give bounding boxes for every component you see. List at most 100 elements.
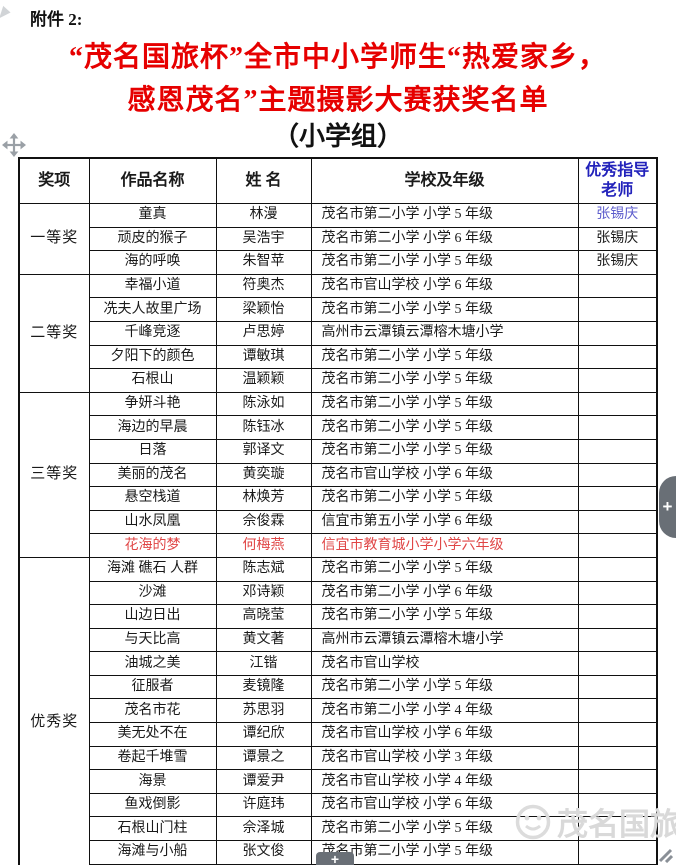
table-header-row: 奖项 作品名称 姓 名 学校及年级 优秀指导老师 [18, 157, 658, 204]
table-row: 油城之美 江锴 茂名市官山学校 [19, 651, 658, 676]
teacher-cell [577, 651, 658, 676]
name-cell: 苏思羽 [215, 698, 312, 724]
award-group-label: 优秀奖 [18, 556, 90, 865]
table-row: 卷起千堆雪 谭景之 茂名市官山学校 小学 3 年级 [19, 745, 658, 771]
table-row: 沙滩 邓诗颖 茂名市第二小学 小学 6 年级 [19, 580, 658, 606]
name-cell: 朱智苹 [215, 250, 312, 275]
plus-icon: + [330, 851, 340, 865]
work-cell: 顽皮的猴子 [88, 226, 217, 252]
bottom-edge-add-tab[interactable]: + [316, 852, 354, 865]
work-cell: 海景 [88, 769, 217, 794]
name-cell: 谭爱尹 [215, 769, 312, 794]
teacher-cell [577, 840, 658, 865]
table-row: 冼夫人故里广场 梁颖怡 茂名市第二小学 小学 5 年级 [19, 297, 658, 322]
work-cell: 幸福小道 [88, 273, 217, 299]
right-edge-add-tab[interactable]: + [659, 476, 676, 538]
teacher-cell [577, 509, 658, 535]
name-cell: 陈钰冰 [215, 415, 312, 440]
school-cell: 茂名市第二小学 小学 5 年级 [310, 368, 579, 393]
school-cell: 信宜市第五小学 小学 6 年级 [310, 509, 579, 535]
work-cell: 童真 [88, 203, 217, 228]
table-row: 山边日出 高晓莹 茂名市第二小学 小学 5 年级 [19, 604, 658, 629]
school-cell: 茂名市第二小学 小学 5 年级 [310, 438, 579, 464]
teacher-cell [577, 816, 658, 842]
name-cell: 林漫 [215, 203, 312, 228]
teacher-cell [577, 533, 658, 558]
work-cell: 海滩 礁石 人群 [88, 556, 217, 582]
teacher-cell [577, 556, 658, 582]
work-cell: 海边的早晨 [88, 415, 217, 440]
school-cell: 茂名市第二小学 小学 4 年级 [310, 698, 579, 724]
resize-handle-icon[interactable] [657, 847, 673, 863]
teacher-cell: 张锡庆 [577, 226, 658, 252]
plus-icon: + [662, 497, 673, 516]
teacher-cell [577, 627, 658, 653]
school-cell: 茂名市第二小学 小学 5 年级 [310, 556, 579, 582]
work-cell: 争妍斗艳 [88, 391, 217, 417]
name-cell: 陈志斌 [215, 556, 312, 582]
school-cell: 茂名市第二小学 小学 5 年级 [310, 604, 579, 629]
teacher-cell [577, 391, 658, 417]
name-cell: 江锴 [215, 651, 312, 676]
name-cell: 吴浩宇 [215, 226, 312, 252]
table-row: 一等奖 童真 林漫 茂名市第二小学 小学 5 年级 张锡庆 [18, 203, 658, 275]
school-cell: 茂名市第二小学 小学 6 年级 [310, 580, 579, 606]
work-cell: 冼夫人故里广场 [88, 297, 217, 322]
name-cell: 符奥杰 [215, 273, 312, 299]
table-row: 美无处不在 谭纪欣 茂名市官山学校 小学 6 年级 [19, 722, 658, 747]
name-cell: 梁颖怡 [215, 297, 312, 322]
teacher-cell [577, 368, 658, 393]
header-school: 学校及年级 [310, 157, 579, 204]
table-row: 悬空栈道 林焕芳 茂名市第二小学 小学 5 年级 [19, 486, 658, 511]
teacher-cell [577, 297, 658, 322]
teacher-cell [577, 486, 658, 511]
name-cell: 谭景之 [215, 745, 312, 771]
school-cell: 茂名市第二小学 小学 6 年级 [310, 226, 579, 252]
work-cell: 花海的梦 [88, 533, 217, 558]
work-cell: 石根山 [88, 368, 217, 393]
header-work: 作品名称 [88, 157, 217, 204]
work-cell: 与天比高 [88, 627, 217, 653]
work-cell: 山边日出 [88, 604, 217, 629]
school-cell: 茂名市第二小学 小学 5 年级 [310, 415, 579, 440]
teacher-cell: 张锡庆 [577, 203, 658, 228]
work-cell: 海滩与小船 [88, 840, 217, 865]
school-cell: 高州市云潭镇云潭榕木塘小学 [310, 627, 579, 653]
work-cell: 鱼戏倒影 [88, 792, 217, 818]
school-cell: 茂名市第二小学 小学 5 年级 [310, 816, 579, 842]
school-cell: 信宜市教育城小学小学六年级 [310, 533, 579, 558]
header-award: 奖项 [18, 157, 90, 204]
work-cell: 征服者 [88, 674, 217, 700]
work-cell: 卷起千堆雪 [88, 745, 217, 771]
teacher-cell [577, 462, 658, 488]
header-teacher: 优秀指导老师 [577, 157, 658, 204]
name-cell: 佘泽城 [215, 816, 312, 842]
teacher-cell [577, 320, 658, 346]
school-cell: 茂名市第二小学 小学 5 年级 [310, 297, 579, 322]
attachment-label: 附件 2: [30, 10, 83, 29]
school-cell: 茂名市第二小学 小学 5 年级 [310, 344, 579, 370]
table-row: 山水凤凰 佘俊霖 信宜市第五小学 小学 6 年级 [19, 509, 658, 535]
table-row: 海景 谭爱尹 茂名市官山学校 小学 4 年级 [19, 769, 658, 794]
work-cell: 美无处不在 [88, 722, 217, 747]
award-group-label: 二等奖 [18, 273, 90, 393]
school-cell: 茂名市第二小学 小学 5 年级 [310, 674, 579, 700]
table-row: 海的呼唤 朱智苹 茂名市第二小学 小学 5 年级 张锡庆 [19, 250, 658, 275]
name-cell: 黄奕璇 [215, 462, 312, 488]
school-cell: 茂名市第二小学 小学 5 年级 [310, 486, 579, 511]
table-move-icon[interactable] [2, 133, 26, 157]
work-cell: 油城之美 [88, 651, 217, 676]
cursor-artifact-icon [0, 5, 12, 22]
table-row: 二等奖 幸福小道 符奥杰 茂名市官山学校 小学 6 年级 [18, 273, 658, 393]
teacher-cell [577, 769, 658, 794]
table-row: 三等奖 争妍斗艳 陈泳如 茂名市第二小学 小学 5 年级 [18, 391, 658, 558]
work-cell: 日落 [88, 438, 217, 464]
name-cell: 温颖颖 [215, 368, 312, 393]
teacher-cell: 张锡庆 [577, 250, 658, 275]
name-cell: 邓诗颖 [215, 580, 312, 606]
table-row: 日落 郭译文 茂名市第二小学 小学 5 年级 [19, 438, 658, 464]
header-person: 姓 名 [215, 157, 312, 204]
document-subtitle: （小学组） [272, 122, 403, 151]
work-cell: 千峰竞逐 [88, 320, 217, 346]
